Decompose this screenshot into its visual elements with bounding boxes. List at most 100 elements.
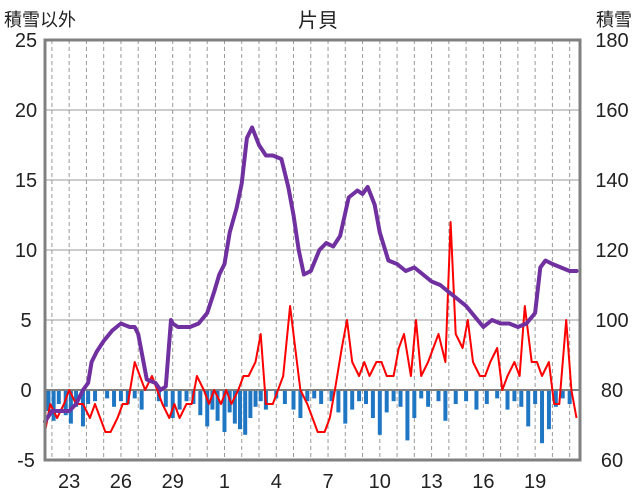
precipitation-bar: [505, 390, 510, 410]
precipitation-bar: [232, 390, 237, 424]
right-tick-label: 120: [595, 240, 628, 262]
left-tick-label: 25: [15, 30, 37, 52]
precipitation-bar: [243, 390, 248, 435]
tick-labels: 25 20 15 10 5 0 -5 180 160 140 120 100 80 60 23 26 29 1 4 7…: [15, 30, 629, 493]
precipitation-bar: [453, 390, 458, 404]
x-tick-label: 19: [524, 471, 546, 493]
left-tick-label: 20: [15, 100, 37, 122]
precipitation-bar: [298, 390, 303, 418]
precipitation-bar: [495, 390, 500, 399]
precipitation-bar: [80, 390, 85, 427]
plot-border: [43, 38, 582, 462]
left-tick-label: -5: [17, 450, 35, 472]
temperature-series: [44, 221, 578, 433]
right-tick-label: 160: [595, 100, 628, 122]
right-tick-label: 100: [595, 310, 628, 332]
precipitation-bar: [253, 390, 258, 407]
precipitation-bar: [222, 390, 227, 432]
precipitation-bar: [139, 390, 144, 410]
precipitation-bar: [125, 390, 130, 404]
precipitation-bar: [560, 390, 565, 399]
left-tick-label: 15: [15, 170, 37, 192]
plot-frame: [43, 38, 582, 462]
precipitation-bar: [540, 390, 545, 444]
precipitation-bar: [533, 390, 538, 404]
precipitation-bar: [567, 390, 572, 404]
x-tick-label: 4: [271, 471, 282, 493]
x-tick-label: 1: [219, 471, 230, 493]
precipitation-bar: [370, 390, 375, 418]
precipitation-bar: [343, 390, 348, 424]
precipitation-bar: [238, 390, 243, 430]
precipitation-bar: [248, 390, 253, 418]
x-tick-label: 26: [110, 471, 132, 493]
precipitation-bar: [86, 390, 91, 404]
right-axis-label: 積雪: [596, 10, 632, 30]
precipitation-bar: [443, 390, 448, 421]
precipitation-bar: [546, 390, 551, 430]
precipitation-bar: [210, 390, 215, 410]
temperature-line: [44, 221, 578, 433]
precipitation-bar: [132, 390, 137, 399]
precipitation-bar: [391, 390, 396, 402]
x-tick-label: 16: [472, 471, 494, 493]
x-tick-label: 13: [420, 471, 442, 493]
precipitation-bar: [412, 390, 417, 418]
precipitation-bar: [56, 390, 61, 404]
x-tick-label: 23: [58, 471, 80, 493]
x-tick-label: 7: [322, 471, 333, 493]
precipitation-bar: [526, 390, 531, 427]
precipitation-bar: [93, 390, 98, 402]
precipitation-bar: [329, 390, 334, 402]
precipitation-bar: [291, 390, 296, 410]
precipitation-bars: [46, 390, 572, 444]
snow-depth-series: [43, 125, 579, 424]
precipitation-bar: [215, 390, 220, 421]
x-tick-label: 29: [162, 471, 184, 493]
left-tick-label: 0: [20, 380, 31, 402]
right-tick-label: 60: [601, 450, 623, 472]
precipitation-bar: [519, 390, 524, 407]
snow-depth-line: [43, 125, 579, 424]
right-tick-label: 180: [595, 30, 628, 52]
precipitation-bar: [464, 390, 469, 402]
precipitation-bar: [319, 390, 324, 404]
precipitation-bar: [105, 390, 110, 399]
precipitation-bar: [405, 390, 410, 441]
precipitation-bar: [258, 390, 263, 402]
precipitation-bar: [282, 390, 287, 404]
precipitation-bar: [198, 390, 203, 416]
right-tick-label: 140: [595, 170, 628, 192]
precipitation-bar: [170, 390, 175, 418]
precipitation-bar: [63, 390, 68, 416]
precipitation-bar: [357, 390, 362, 402]
precipitation-bar: [426, 390, 431, 407]
precipitation-bar: [553, 390, 558, 407]
precipitation-bar: [177, 390, 182, 410]
precipitation-bar: [312, 390, 317, 399]
precipitation-bar: [436, 390, 441, 402]
precipitation-bar: [184, 390, 189, 402]
precipitation-bar: [74, 390, 79, 407]
precipitation-bar: [364, 390, 368, 404]
precipitation-bar: [305, 390, 310, 402]
precipitation-bar: [512, 390, 517, 402]
precipitation-bar: [377, 390, 382, 435]
precipitation-bar: [384, 390, 389, 413]
precipitation-bar: [163, 390, 168, 407]
precipitation-bar: [350, 390, 355, 410]
precipitation-bar: [51, 390, 56, 421]
precipitation-bar: [474, 390, 479, 410]
precipitation-bar: [205, 390, 210, 427]
precipitation-bar: [398, 390, 403, 407]
left-tick-label: 10: [15, 240, 37, 262]
left-tick-label: 5: [20, 310, 31, 332]
chart-title: 片貝: [298, 10, 338, 32]
x-tick-label: 10: [369, 471, 391, 493]
precipitation-bar: [419, 390, 424, 399]
precipitation-bar: [336, 390, 341, 413]
precipitation-bar: [46, 390, 51, 411]
precipitation-bar: [484, 390, 489, 404]
left-axis-label: 積雪以外: [4, 10, 76, 30]
